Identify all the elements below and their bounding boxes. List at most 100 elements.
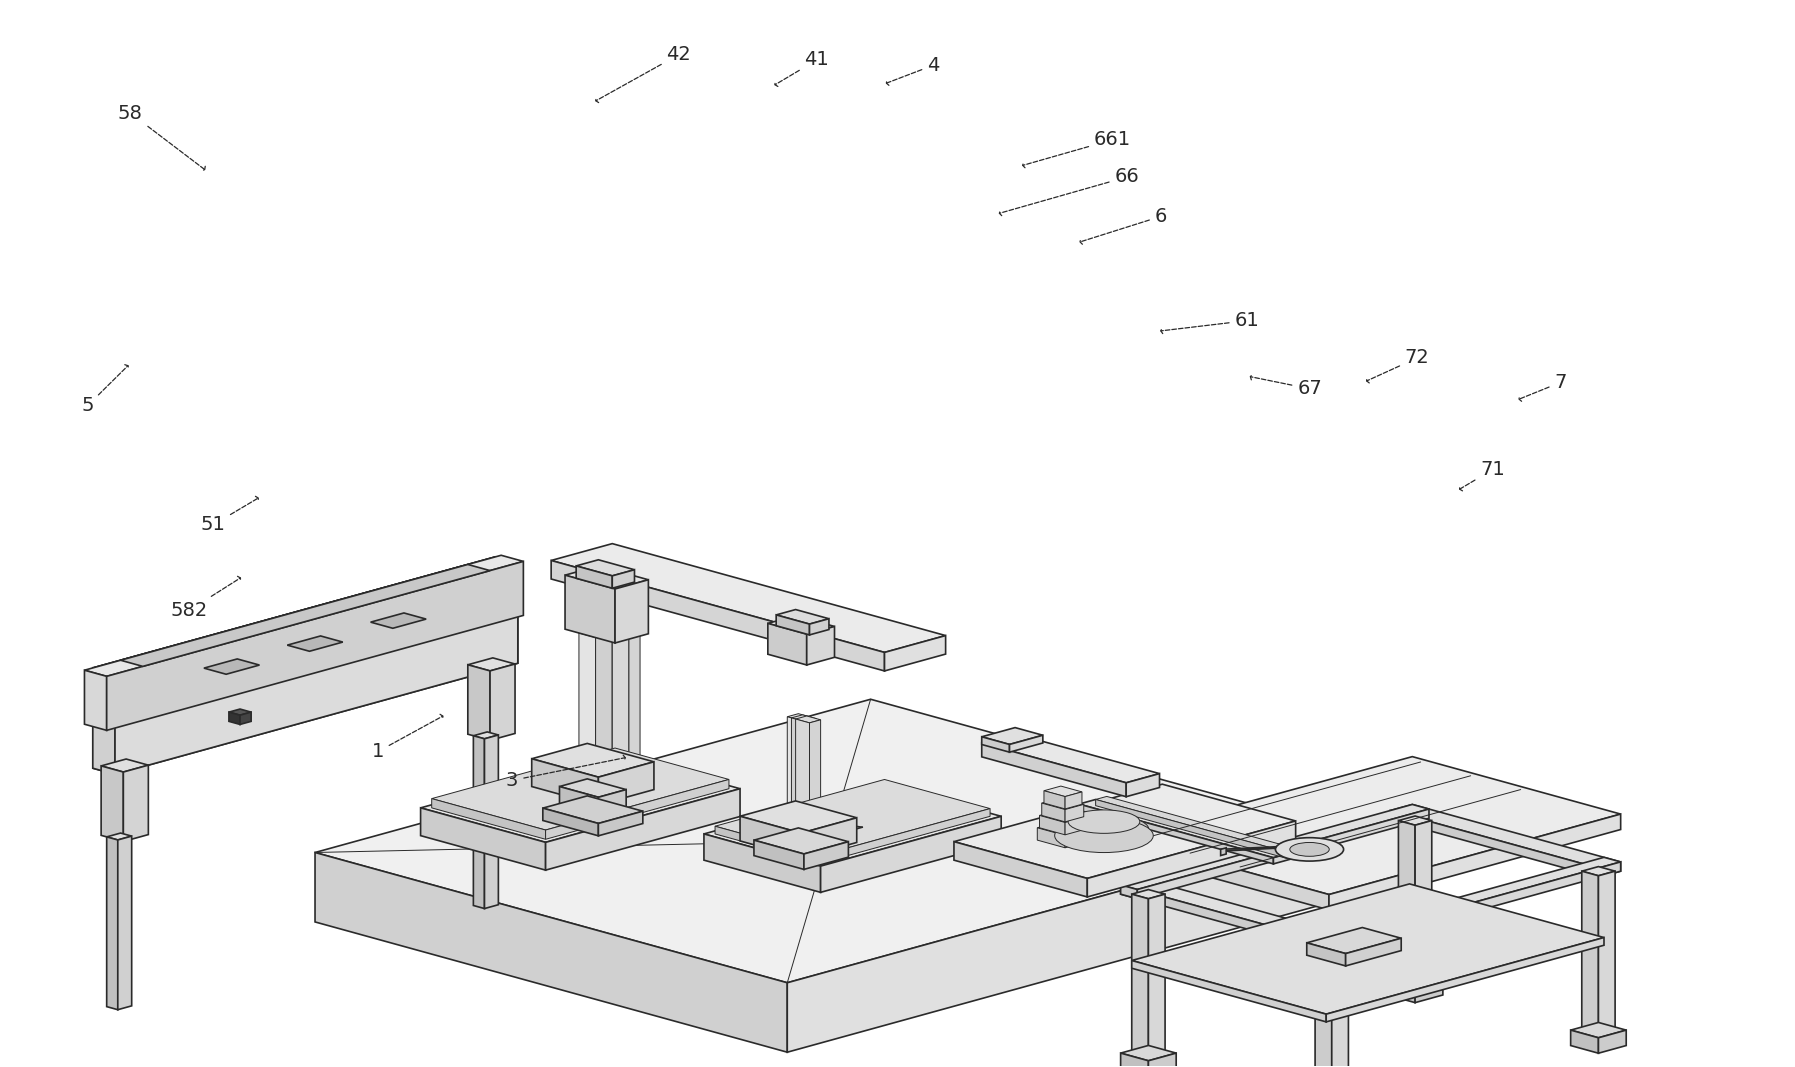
Polygon shape — [598, 790, 626, 818]
Polygon shape — [1131, 894, 1149, 1057]
Polygon shape — [1273, 854, 1291, 864]
Text: 72: 72 — [1366, 349, 1429, 383]
Polygon shape — [788, 717, 801, 837]
Text: 41: 41 — [775, 50, 829, 86]
Polygon shape — [1581, 866, 1616, 876]
Polygon shape — [775, 615, 810, 635]
Polygon shape — [474, 736, 485, 909]
Polygon shape — [1221, 845, 1310, 850]
Polygon shape — [714, 826, 820, 863]
Polygon shape — [1039, 815, 1064, 834]
Polygon shape — [768, 623, 806, 665]
Polygon shape — [468, 665, 490, 740]
Polygon shape — [1571, 1030, 1598, 1053]
Polygon shape — [788, 714, 813, 720]
Polygon shape — [795, 716, 820, 722]
Ellipse shape — [1055, 818, 1152, 853]
Polygon shape — [576, 566, 612, 588]
Polygon shape — [612, 570, 634, 588]
Polygon shape — [93, 557, 517, 674]
Polygon shape — [1120, 805, 1429, 890]
Polygon shape — [1131, 883, 1605, 1014]
Polygon shape — [820, 816, 1002, 892]
Polygon shape — [1039, 810, 1086, 823]
Polygon shape — [982, 734, 1160, 783]
Polygon shape — [598, 811, 643, 835]
Polygon shape — [1120, 1053, 1149, 1067]
Polygon shape — [230, 712, 241, 724]
Polygon shape — [810, 619, 829, 635]
Polygon shape — [124, 765, 149, 842]
Polygon shape — [531, 759, 598, 805]
Polygon shape — [1079, 805, 1273, 864]
Polygon shape — [531, 744, 653, 777]
Polygon shape — [551, 543, 946, 652]
Polygon shape — [1328, 862, 1621, 952]
Polygon shape — [596, 632, 612, 760]
Polygon shape — [1120, 885, 1138, 898]
Polygon shape — [565, 566, 648, 589]
Polygon shape — [560, 786, 598, 818]
Polygon shape — [1131, 890, 1165, 898]
Polygon shape — [1388, 980, 1414, 1003]
Polygon shape — [1009, 735, 1043, 752]
Polygon shape — [704, 784, 1002, 866]
Polygon shape — [616, 579, 648, 643]
Polygon shape — [1221, 848, 1226, 856]
Polygon shape — [1120, 757, 1621, 894]
Polygon shape — [1327, 938, 1605, 1022]
Polygon shape — [1038, 822, 1088, 835]
Text: 58: 58 — [118, 103, 205, 171]
Polygon shape — [775, 609, 829, 624]
Polygon shape — [598, 762, 653, 805]
Polygon shape — [370, 612, 425, 628]
Polygon shape — [612, 633, 623, 760]
Polygon shape — [1398, 816, 1432, 825]
Polygon shape — [115, 563, 517, 775]
Text: 51: 51 — [201, 496, 258, 535]
Polygon shape — [433, 748, 729, 830]
Polygon shape — [792, 715, 817, 721]
Polygon shape — [1131, 960, 1327, 1022]
Polygon shape — [704, 834, 820, 892]
Text: 7: 7 — [1519, 372, 1567, 401]
Polygon shape — [93, 668, 115, 775]
Polygon shape — [546, 780, 729, 840]
Polygon shape — [768, 616, 835, 634]
Polygon shape — [885, 636, 946, 671]
Polygon shape — [1079, 799, 1291, 858]
Polygon shape — [1095, 796, 1301, 854]
Polygon shape — [93, 668, 115, 775]
Text: 67: 67 — [1251, 375, 1323, 398]
Polygon shape — [433, 798, 546, 840]
Text: 61: 61 — [1161, 312, 1260, 334]
Text: 4: 4 — [887, 55, 939, 85]
Polygon shape — [565, 575, 616, 643]
Polygon shape — [106, 837, 118, 1009]
Polygon shape — [468, 658, 515, 671]
Polygon shape — [560, 779, 626, 797]
Polygon shape — [740, 801, 856, 833]
Ellipse shape — [1291, 843, 1330, 857]
Polygon shape — [1307, 927, 1402, 954]
Text: 1: 1 — [372, 714, 443, 761]
Text: 71: 71 — [1459, 460, 1504, 491]
Polygon shape — [628, 632, 641, 758]
Polygon shape — [754, 840, 804, 870]
Polygon shape — [1389, 811, 1598, 877]
Ellipse shape — [1068, 810, 1140, 833]
Polygon shape — [1149, 1053, 1176, 1067]
Polygon shape — [106, 561, 524, 730]
Polygon shape — [1125, 774, 1160, 797]
Polygon shape — [1388, 972, 1443, 987]
Polygon shape — [1120, 838, 1328, 910]
Polygon shape — [1398, 821, 1414, 984]
Polygon shape — [106, 833, 131, 840]
Polygon shape — [596, 635, 607, 761]
Polygon shape — [596, 628, 623, 636]
Polygon shape — [953, 784, 1296, 878]
Polygon shape — [1598, 871, 1616, 1035]
Text: 6: 6 — [1081, 207, 1167, 244]
Polygon shape — [1041, 798, 1084, 810]
Polygon shape — [1045, 786, 1082, 797]
